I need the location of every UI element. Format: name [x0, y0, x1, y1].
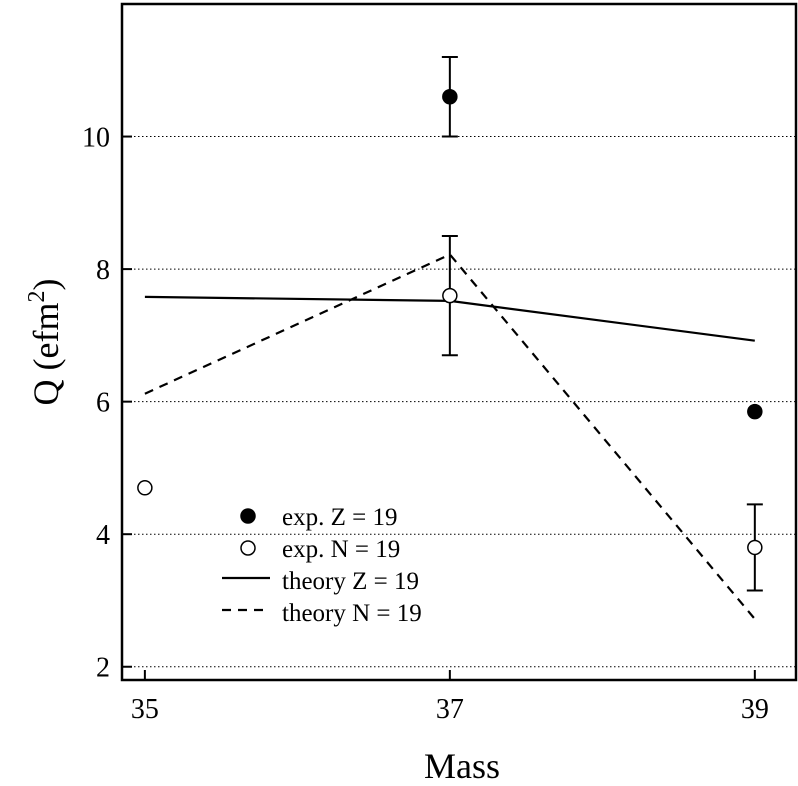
y-tick-label: 2 [96, 653, 110, 684]
y-tick-label: 6 [96, 388, 110, 419]
data-point [747, 539, 763, 556]
legend: exp. Z = 19 exp. N = 19 theory Z = 19 theor… [222, 504, 422, 627]
data-point [137, 480, 153, 496]
x-axis-title: Mass [424, 746, 500, 786]
x-tick-label: 39 [741, 694, 769, 725]
y-axis-title-close: ) [26, 279, 66, 291]
legend-label: theory N = 19 [282, 600, 422, 627]
y-tick-label: 10 [82, 123, 110, 154]
grid-lines [122, 136, 796, 668]
y-axis-title: Q (efm2) [24, 279, 66, 406]
data-point [442, 287, 458, 304]
y-tick-label: 4 [96, 520, 110, 551]
legend-label: theory Z = 19 [282, 568, 419, 595]
data-point [747, 403, 763, 420]
x-tick-label: 35 [131, 694, 159, 725]
legend-label: exp. Z = 19 [282, 504, 397, 531]
data-point [442, 89, 458, 105]
legend-marker [240, 508, 256, 524]
y-axis-title-base: Q (efm [26, 303, 66, 406]
legend-label: exp. N = 19 [282, 536, 400, 563]
plot-frame [120, 2, 798, 682]
ticks: 2 4 6 8 10 35 37 39 [82, 123, 769, 725]
series-layer [137, 56, 763, 620]
y-tick-label: 8 [96, 255, 110, 286]
x-tick-label: 37 [436, 694, 464, 725]
legend-marker [240, 540, 256, 556]
y-axis-title-superscript: 2 [24, 291, 50, 303]
